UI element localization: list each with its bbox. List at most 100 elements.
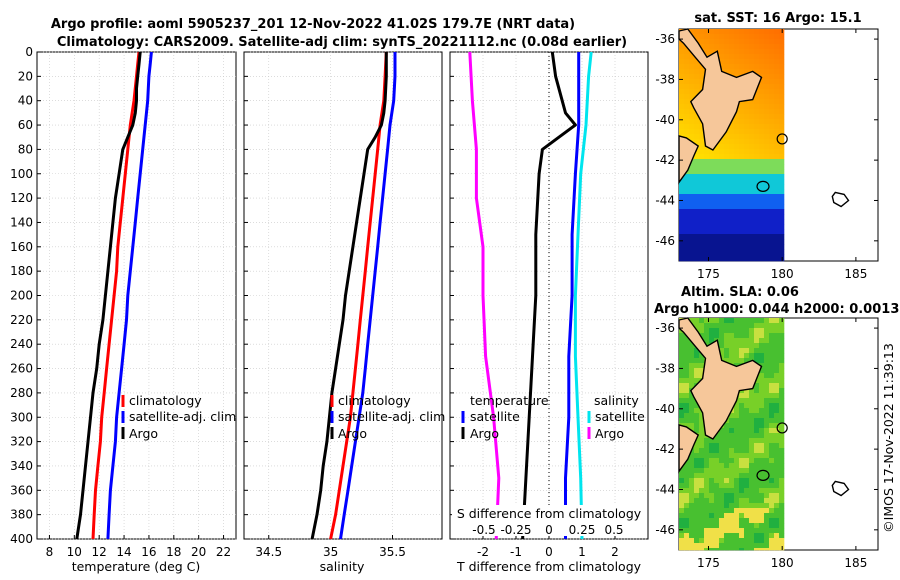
map-cell (724, 204, 730, 210)
x-tick-label: 10 (67, 545, 82, 559)
map-cell (739, 533, 745, 539)
map-cell (734, 498, 740, 504)
map-cell (779, 343, 785, 349)
north-island-shape (678, 317, 763, 440)
map-cell (699, 423, 705, 429)
map-cell (724, 144, 730, 150)
map-cell (704, 179, 710, 185)
map-cell (744, 418, 750, 424)
map-cell (734, 428, 740, 434)
map-cell (724, 323, 730, 329)
map-cell (684, 114, 690, 120)
map-cell (749, 199, 755, 205)
sst-map-ticks: 175 180 185-36-38-40-42-44-46 (655, 29, 878, 281)
x-tick-label: 8 (46, 545, 54, 559)
map-cell (704, 498, 710, 504)
map-cell (684, 503, 690, 509)
sla-map-title-line1: Altim. SLA: 0.06 (681, 285, 799, 300)
map-cell (689, 29, 695, 35)
map-cell (754, 89, 760, 95)
map-cell (744, 169, 750, 175)
map-cell (719, 34, 725, 40)
salinity-legend: climatology satellite-adj. clim Argo (330, 393, 445, 441)
map-cell (744, 104, 750, 110)
x-tick-label: 0 (545, 545, 553, 559)
map-cell (684, 54, 690, 60)
map-cell (684, 533, 690, 539)
map-cell (759, 398, 765, 404)
map-cell (774, 348, 780, 354)
map-cell (774, 214, 780, 220)
map-cell (769, 229, 775, 235)
map-cell (744, 478, 750, 484)
map-cell (734, 134, 740, 140)
map-cell (749, 54, 755, 60)
map-cell (714, 184, 720, 190)
map-cell (734, 144, 740, 150)
map-cell (774, 229, 780, 235)
x-tick-label: 1 (578, 545, 586, 559)
map-cell (769, 54, 775, 60)
map-cell (744, 398, 750, 404)
map-cell (684, 69, 690, 75)
map-cell (709, 333, 715, 339)
map-cell (699, 64, 705, 70)
map-cell (714, 239, 720, 245)
map-cell (694, 119, 700, 125)
map-cell (709, 229, 715, 235)
temperature-depth-ticks: 0204060801001201401601802002202402602803… (10, 45, 33, 546)
map-cell (779, 373, 785, 379)
map-cell (754, 383, 760, 389)
map-cell (724, 34, 730, 40)
map-cell (699, 488, 705, 494)
map-cell (739, 468, 745, 474)
map-cell (689, 179, 695, 185)
y-tick-label: 120 (10, 191, 33, 205)
map-cell (739, 104, 745, 110)
map-cell (769, 89, 775, 95)
map-cell (729, 328, 735, 334)
map-cell (734, 548, 740, 551)
map-cell (769, 84, 775, 90)
map-cell (759, 488, 765, 494)
map-cell (699, 548, 705, 551)
map-cell (764, 209, 770, 215)
map-cell (734, 463, 740, 469)
map-cell (754, 393, 760, 399)
map-cell (704, 488, 710, 494)
temperature-x-axis-label: temperature (deg C) (72, 559, 201, 574)
map-x-tick-label: 175 (697, 556, 720, 570)
map-cell (679, 204, 685, 210)
y-tick-label: 160 (10, 240, 33, 254)
map-cell (739, 189, 745, 195)
map-cell (684, 508, 690, 514)
map-cell (704, 204, 710, 210)
difference-t-axis-label: T difference from climatology (456, 559, 642, 574)
map-cell (769, 254, 775, 260)
difference-s-ticks: -0.5 -0.25 0 0.25 0.5 (472, 523, 623, 537)
map-cell (759, 508, 765, 514)
map-cell (714, 44, 720, 50)
map-cell (774, 84, 780, 90)
map-cell (774, 94, 780, 100)
map-cell (734, 408, 740, 414)
y-tick-label: 260 (10, 362, 33, 376)
map-cell (689, 79, 695, 85)
map-cell (729, 543, 735, 549)
map-cell (754, 378, 760, 384)
map-cell (684, 413, 690, 419)
map-cell (719, 144, 725, 150)
map-cell (779, 104, 785, 110)
map-cell (729, 69, 735, 75)
map-cell (764, 413, 770, 419)
map-cell (724, 199, 730, 205)
map-cell (734, 219, 740, 225)
map-cell (769, 503, 775, 509)
map-cell (774, 413, 780, 419)
map-cell (709, 49, 715, 55)
map-cell (759, 134, 765, 140)
map-cell (724, 318, 730, 324)
map-cell (764, 174, 770, 180)
map-cell (774, 383, 780, 389)
difference-legend: temperature satellite Argo salinity sate… (461, 393, 645, 441)
